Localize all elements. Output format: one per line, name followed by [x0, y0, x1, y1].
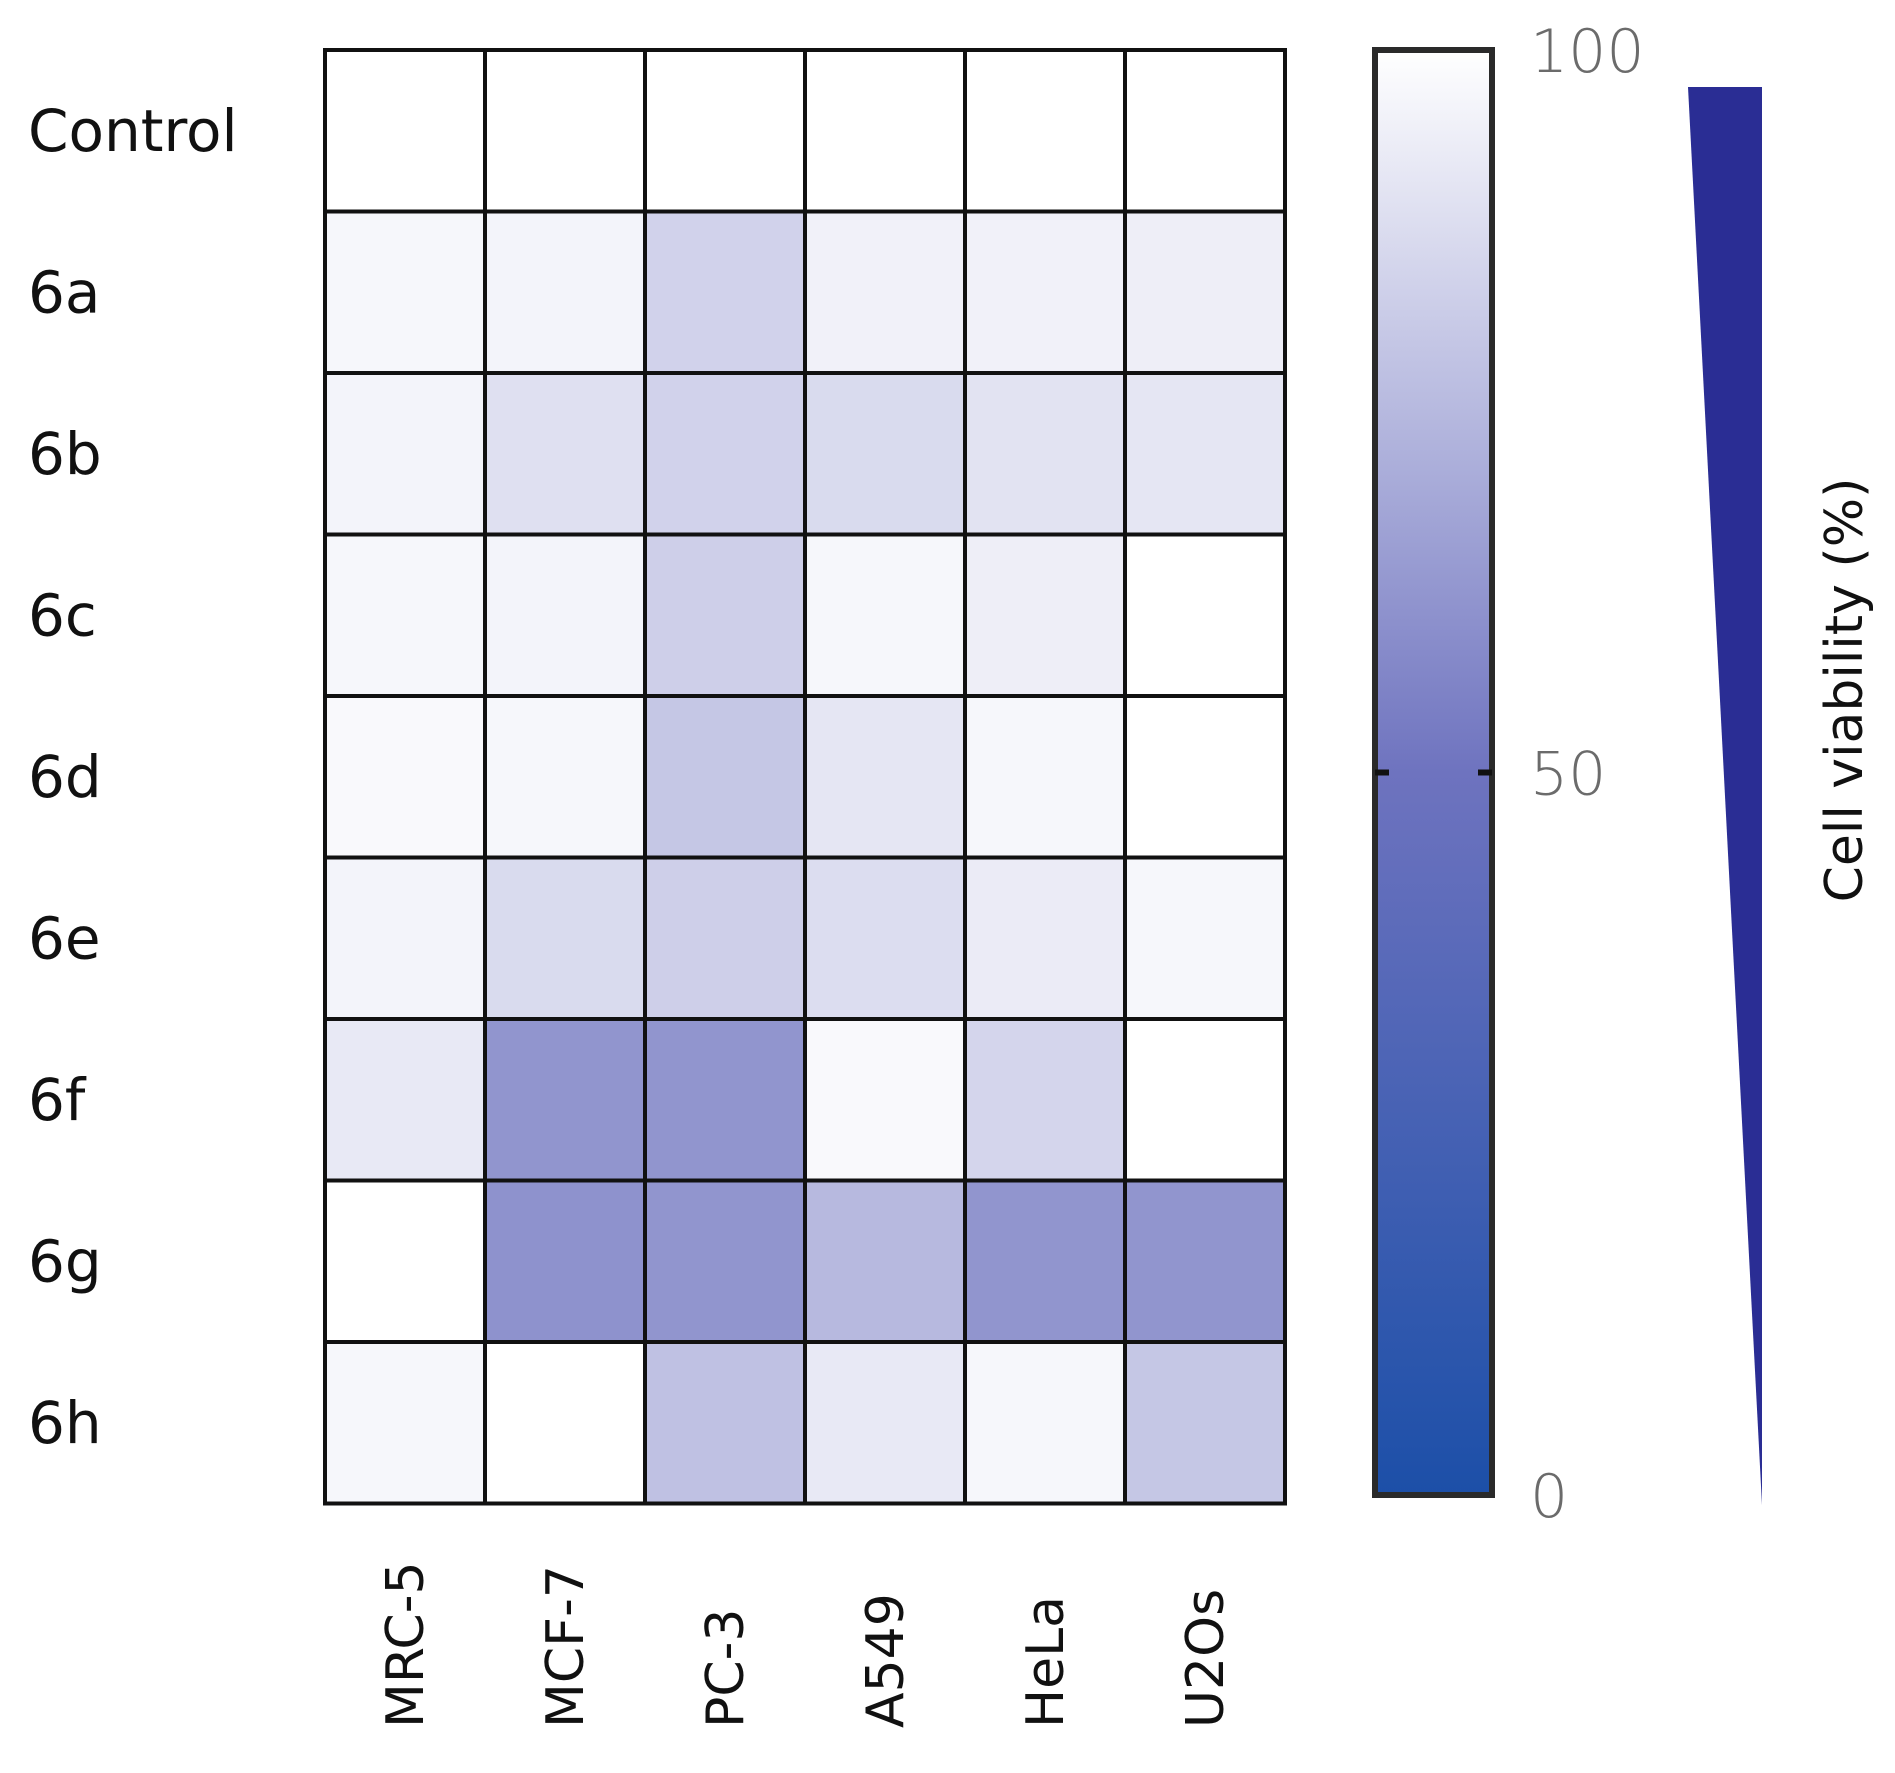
heatmap-cell-6a-U2Os: [1123, 209, 1287, 375]
heatmap-cell-6a-MRC-5: [323, 209, 487, 375]
heatmap-cell-6d-PC-3: [643, 694, 807, 860]
heatmap-cell-6f-MRC-5: [323, 1017, 487, 1183]
heatmap-cell-6g-MRC-5: [323, 1178, 487, 1344]
heatmap-cell-6c-PC-3: [643, 532, 807, 698]
heatmap-cell-Control-MCF-7: [483, 48, 647, 214]
column-label-PC-3: PC-3: [696, 1608, 756, 1728]
heatmap-cell-6e-MCF-7: [483, 855, 647, 1021]
heatmap-cell-6g-U2Os: [1123, 1178, 1287, 1344]
colorbar-tick-label-100: 100: [1530, 17, 1645, 87]
row-labels: Control 6a 6b 6c 6d 6e 6f 6g 6h: [28, 97, 238, 1457]
heatmap-cell-6c-A549: [803, 532, 967, 698]
heatmap-cell-6e-HeLa: [963, 855, 1127, 1021]
heatmap-cell-6d-MCF-7: [483, 694, 647, 860]
heatmap-cell-Control-A549: [803, 48, 967, 214]
heatmap-cell-6h-HeLa: [963, 1340, 1127, 1506]
heatmap-cell-6e-U2Os: [1123, 855, 1287, 1021]
row-label-6c: 6c: [28, 581, 97, 649]
heatmap-cell-6g-HeLa: [963, 1178, 1127, 1344]
heatmap-cell-6c-MCF-7: [483, 532, 647, 698]
heatmap-cell-6c-MRC-5: [323, 532, 487, 698]
heatmap-cell-6h-MRC-5: [323, 1340, 487, 1506]
heatmap-cell-Control-HeLa: [963, 48, 1127, 214]
heatmap-cell-6b-MRC-5: [323, 371, 487, 537]
row-label-6d: 6d: [28, 743, 102, 811]
heatmap-cell-Control-U2Os: [1123, 48, 1287, 214]
heatmap-cell-6c-U2Os: [1123, 532, 1287, 698]
heatmap-cell-6f-A549: [803, 1017, 967, 1183]
heatmap-cell-Control-MRC-5: [323, 48, 487, 214]
heatmap-cell-6d-HeLa: [963, 694, 1127, 860]
heatmap-cell-6e-MRC-5: [323, 855, 487, 1021]
heatmap-cell-6g-PC-3: [643, 1178, 807, 1344]
heatmap-cell-6h-MCF-7: [483, 1340, 647, 1506]
column-label-MCF-7: MCF-7: [536, 1565, 596, 1728]
heatmap-cell-6b-HeLa: [963, 371, 1127, 537]
heatmap-cell-6a-A549: [803, 209, 967, 375]
row-label-6a: 6a: [28, 258, 100, 326]
heatmap-cells: [323, 48, 1287, 1506]
colorbar-tick-labels: 0 50 100: [1530, 17, 1645, 1532]
column-label-A549: A549: [856, 1593, 916, 1728]
heatmap-cell-6c-HeLa: [963, 532, 1127, 698]
heatmap-cell-6b-PC-3: [643, 371, 807, 537]
heatmap-cell-6f-PC-3: [643, 1017, 807, 1183]
heatmap-cell-6d-A549: [803, 694, 967, 860]
row-label-6b: 6b: [28, 420, 102, 488]
colorbar-title: Cell viability (%): [1815, 478, 1875, 903]
viability-wedge-icon: [1688, 87, 1762, 1505]
heatmap-cell-6a-HeLa: [963, 209, 1127, 375]
heatmap-cell-6g-MCF-7: [483, 1178, 647, 1344]
row-label-6g: 6g: [28, 1227, 102, 1295]
heatmap-cell-6h-A549: [803, 1340, 967, 1506]
column-labels: MRC-5 MCF-7 PC-3 A549 HeLa U2Os: [376, 1561, 1236, 1728]
column-label-MRC-5: MRC-5: [376, 1561, 436, 1728]
heatmap-cell-6b-A549: [803, 371, 967, 537]
heatmap-cell-Control-PC-3: [643, 48, 807, 214]
heatmap-cell-6h-PC-3: [643, 1340, 807, 1506]
heatmap-cell-6f-U2Os: [1123, 1017, 1287, 1183]
row-label-6h: 6h: [28, 1389, 102, 1457]
heatmap-cell-6h-U2Os: [1123, 1340, 1287, 1506]
heatmap-cell-6b-U2Os: [1123, 371, 1287, 537]
column-label-U2Os: U2Os: [1176, 1589, 1236, 1728]
heatmap-cell-6f-HeLa: [963, 1017, 1127, 1183]
column-label-HeLa: HeLa: [1016, 1596, 1076, 1728]
heatmap-cell-6f-MCF-7: [483, 1017, 647, 1183]
row-label-6e: 6e: [28, 904, 101, 972]
heatmap-cell-6a-PC-3: [643, 209, 807, 375]
colorbar-tick-label-50: 50: [1530, 740, 1606, 810]
row-label-6f: 6f: [28, 1066, 87, 1134]
colorbar-tick-label-0: 0: [1530, 1462, 1568, 1532]
heatmap-cell-6b-MCF-7: [483, 371, 647, 537]
heatmap-cell-6d-MRC-5: [323, 694, 487, 860]
heatmap-cell-6d-U2Os: [1123, 694, 1287, 860]
heatmap-cell-6e-PC-3: [643, 855, 807, 1021]
heatmap-cell-6e-A549: [803, 855, 967, 1021]
heatmap-cell-6a-MCF-7: [483, 209, 647, 375]
colorbar: [1372, 47, 1495, 1498]
heatmap-cell-6g-A549: [803, 1178, 967, 1344]
row-label-Control: Control: [28, 97, 238, 165]
